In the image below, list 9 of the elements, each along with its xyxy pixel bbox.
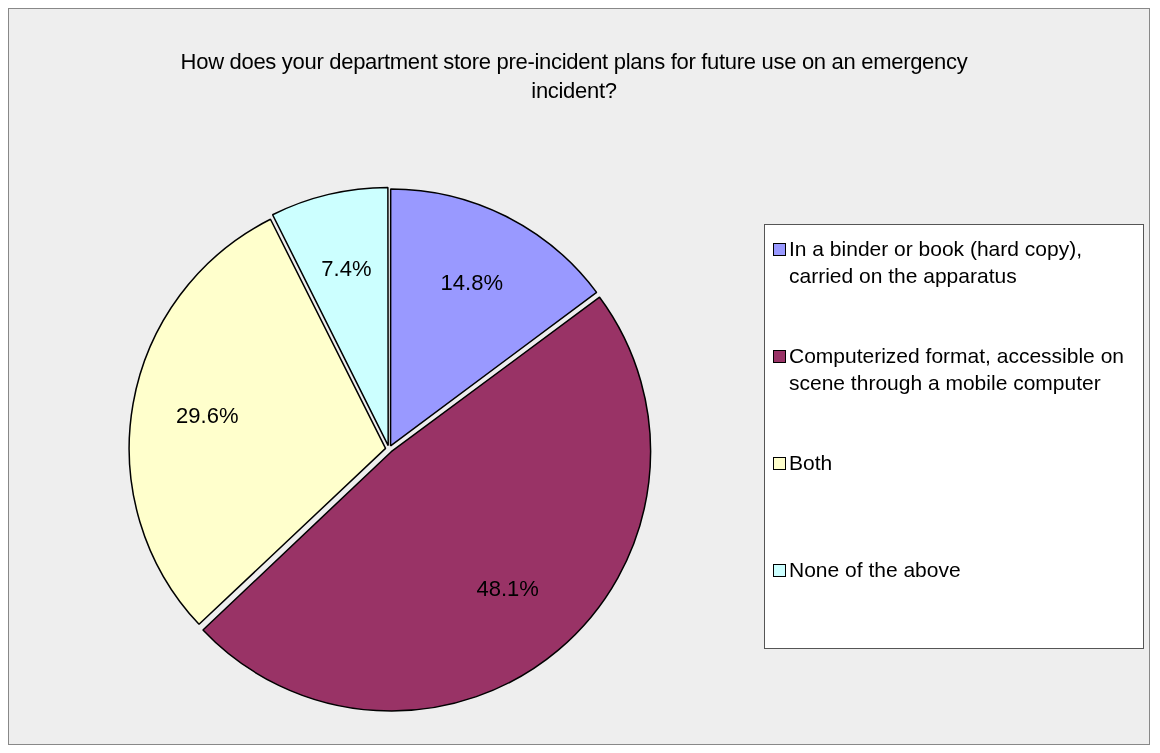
legend-label: None of the above: [789, 557, 961, 583]
data-label: 29.6%: [176, 403, 239, 429]
legend-label: In a binder or book (hard copy), carried on the apparatus: [789, 236, 1083, 289]
data-label: 7.4%: [321, 255, 372, 281]
data-label: 14.8%: [440, 270, 503, 296]
legend-label: Computerized format, accessible on scene through a mobile computer: [789, 343, 1125, 396]
data-label: 48.1%: [476, 576, 539, 602]
legend-label: Both: [789, 450, 833, 476]
chart-title: How does your department store pre-incident plans for future use on an emergency incident?: [179, 48, 969, 105]
